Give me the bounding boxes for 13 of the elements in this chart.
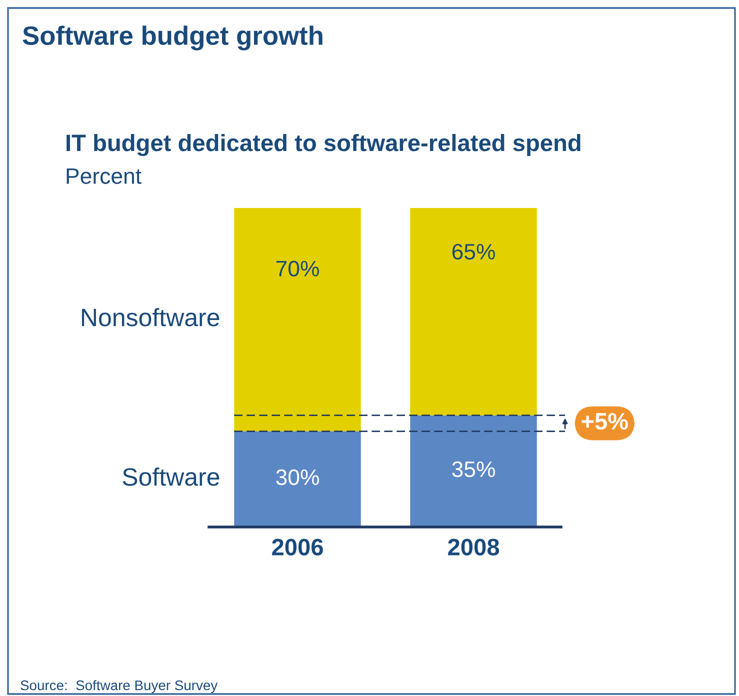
text: +5% bbox=[582, 413, 628, 430]
y-axis-title: Percent bbox=[66, 168, 142, 184]
series-label: Nonsoftware bbox=[82, 308, 220, 326]
x-tick-label: 2008 bbox=[448, 538, 500, 556]
chart-title: Software budget growth bbox=[22, 26, 322, 50]
series-label: Software bbox=[122, 468, 220, 486]
source-note: Source: Software Buyer Survey bbox=[20, 680, 218, 693]
data-label: 65% bbox=[452, 244, 495, 260]
data-label: 30% bbox=[276, 469, 319, 486]
data-label: 35% bbox=[452, 461, 495, 478]
data-label: 70% bbox=[276, 260, 319, 276]
x-tick-label: 2006 bbox=[272, 538, 323, 556]
chart-subtitle: IT budget dedicated to software-related spend bbox=[66, 134, 580, 156]
